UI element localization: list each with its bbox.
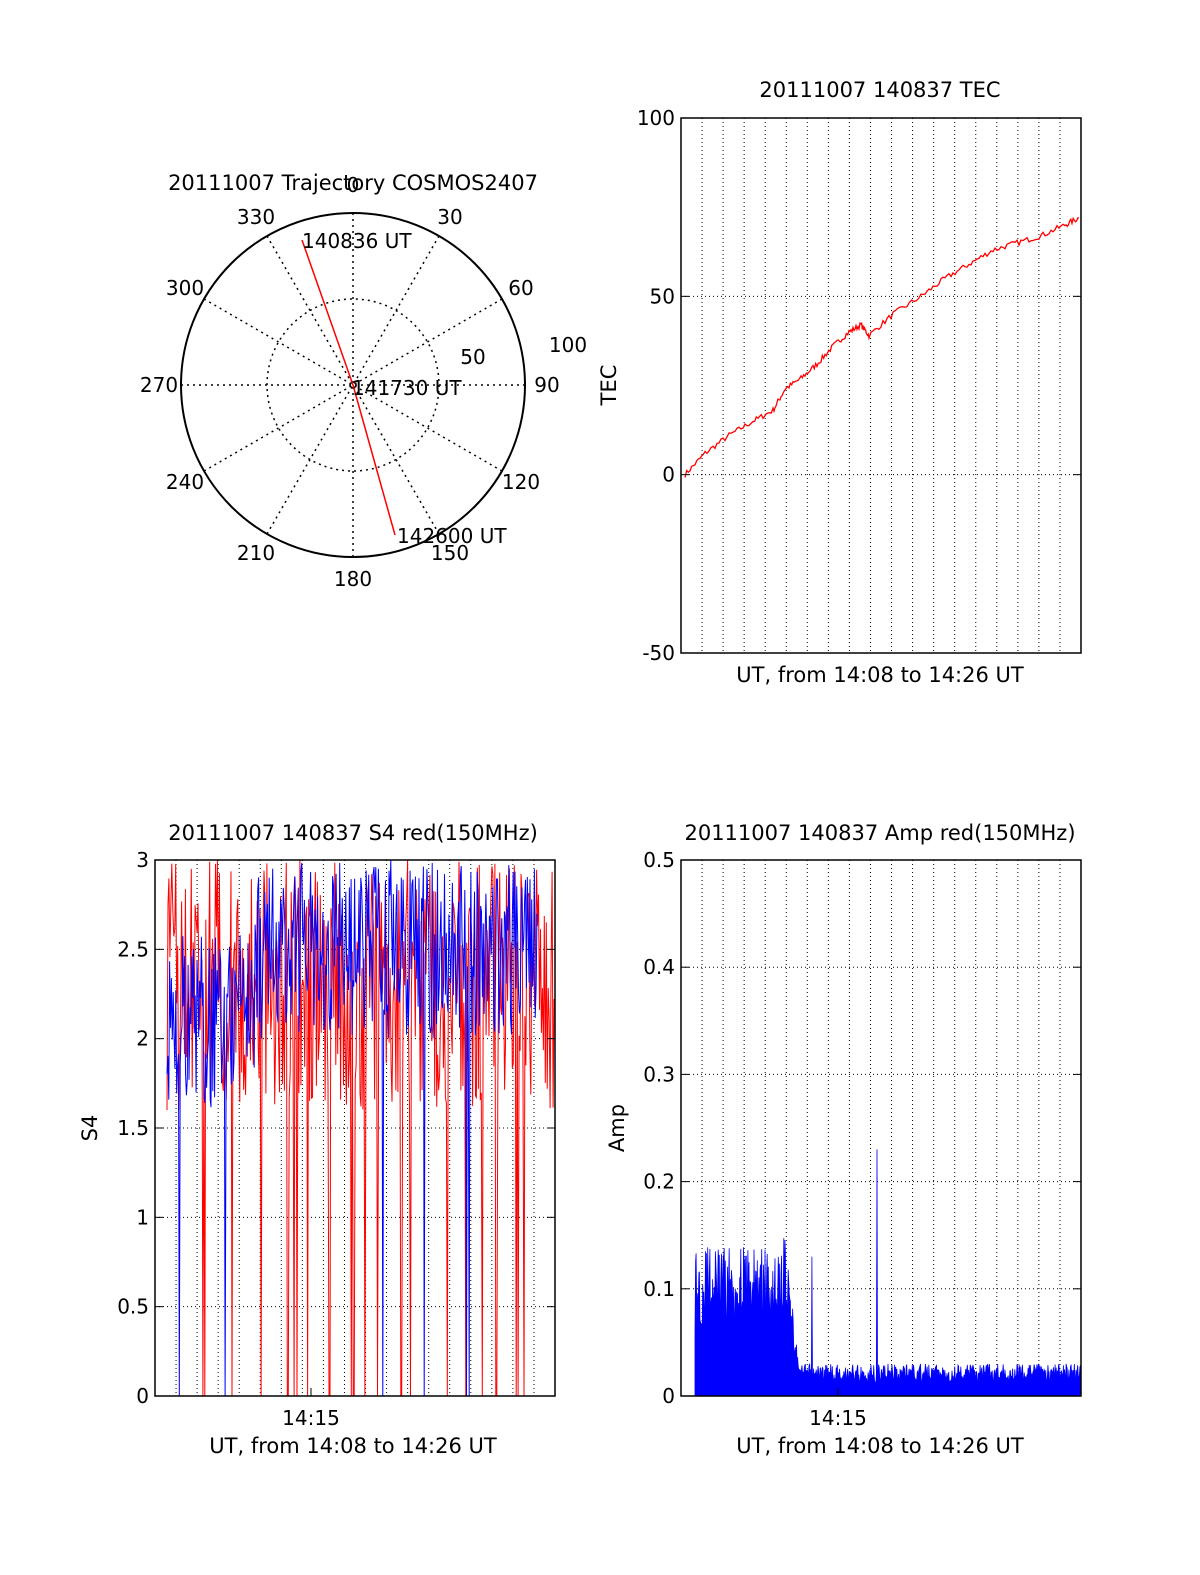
polar-angle-label: 0 (347, 173, 360, 197)
y-tick-label: -50 (642, 641, 675, 665)
tec-series-line (684, 216, 1080, 478)
y-tick-label: 0.4 (643, 955, 675, 979)
amp-panel: 20111007 140837 Amp red(150MHz) 00.10.20… (605, 821, 1082, 1458)
polar-annotation-start: 140836 UT (302, 229, 412, 253)
polar-title: 20111007 Trajectory COSMOS2407 (168, 171, 538, 195)
amp-y-axis-label: Amp (605, 1104, 629, 1152)
tec-series (684, 216, 1080, 478)
amp-title: 20111007 140837 Amp red(150MHz) (684, 821, 1075, 845)
tec-y-axis-label: TEC (597, 365, 621, 407)
y-tick-label: 0.3 (643, 1062, 675, 1086)
amp-grid (681, 860, 1081, 1396)
polar-angle-label: 60 (508, 276, 533, 300)
polar-angle-label: 210 (237, 541, 275, 565)
amp-series (694, 1149, 1082, 1397)
polar-angle-label: 90 (534, 373, 559, 397)
amp-series-blue (694, 1149, 1082, 1397)
polar-angle-label: 240 (166, 470, 204, 494)
amp-y-ticks: 0 0.1 0.2 0.3 0.4 0.5 (643, 848, 1081, 1408)
s4-y-ticks: 0 0.5 1 1.5 2 2.5 3 (117, 848, 555, 1408)
y-tick-label: 0 (136, 1384, 149, 1408)
s4-y-axis-label: S4 (78, 1115, 102, 1142)
tec-y-ticks: -50 0 50 100 (637, 106, 1081, 665)
polar-angle-label: 30 (437, 205, 462, 229)
y-tick-label: 1.5 (117, 1116, 149, 1140)
polar-outer-circle (180, 212, 526, 558)
tec-x-axis-label: UT, from 14:08 to 14:26 UT (736, 663, 1024, 687)
polar-angle-label: 180 (334, 567, 372, 591)
polar-angle-label: 270 (140, 373, 178, 397)
amp-x-axis-label: UT, from 14:08 to 14:26 UT (736, 1434, 1024, 1458)
y-tick-label: 0 (662, 1384, 675, 1408)
polar-panel: 20111007 Trajectory COSMOS2407 0 30 60 90 12… (140, 171, 587, 591)
tec-axes-box (680, 117, 1082, 654)
tec-title: 20111007 140837 TEC (759, 78, 1000, 102)
polar-grid (181, 213, 525, 557)
polar-angle-label: 330 (237, 205, 275, 229)
polar-annotation-end: 142600 UT (397, 524, 507, 548)
polar-angle-label: 300 (166, 276, 204, 300)
s4-series (166, 859, 556, 1397)
polar-angle-label: 150 (431, 541, 469, 565)
amp-x-tick-label: 14:15 (809, 1406, 867, 1430)
y-tick-label: 0.5 (117, 1295, 149, 1319)
polar-angle-label: 120 (502, 470, 540, 494)
polar-annotation-mid: 141730 UT (352, 376, 462, 400)
tec-grid (681, 118, 1081, 653)
y-tick-label: 0.5 (643, 848, 675, 872)
y-tick-label: 0 (662, 463, 675, 487)
s4-series-blue (166, 859, 538, 1397)
y-tick-label: 1 (136, 1205, 149, 1229)
polar-trajectory-line (301, 239, 396, 536)
y-tick-label: 100 (637, 106, 675, 130)
polar-radial-label-100: 100 (549, 333, 587, 357)
tec-panel: 20111007 140837 TEC -50 0 50 100 TEC UT, fr… (597, 78, 1082, 687)
amp-axes-box (680, 859, 1082, 1397)
s4-x-tick-label: 14:15 (282, 1406, 340, 1430)
y-tick-label: 3 (136, 848, 149, 872)
s4-panel: 20111007 140837 S4 red(150MHz) 0 0.5 1 1.5 2… (78, 821, 556, 1458)
polar-angle-labels: 0 30 60 90 120 150 180 210 240 270 300 330 (140, 173, 560, 591)
s4-title: 20111007 140837 S4 red(150MHz) (168, 821, 538, 845)
y-tick-label: 2 (136, 1027, 149, 1051)
s4-x-axis-label: UT, from 14:08 to 14:26 UT (209, 1434, 497, 1458)
y-tick-label: 0.2 (643, 1170, 675, 1194)
polar-radial-label-50: 50 (460, 345, 485, 369)
y-tick-label: 50 (650, 284, 675, 308)
y-tick-label: 2.5 (117, 937, 149, 961)
y-tick-label: 0.1 (643, 1277, 675, 1301)
